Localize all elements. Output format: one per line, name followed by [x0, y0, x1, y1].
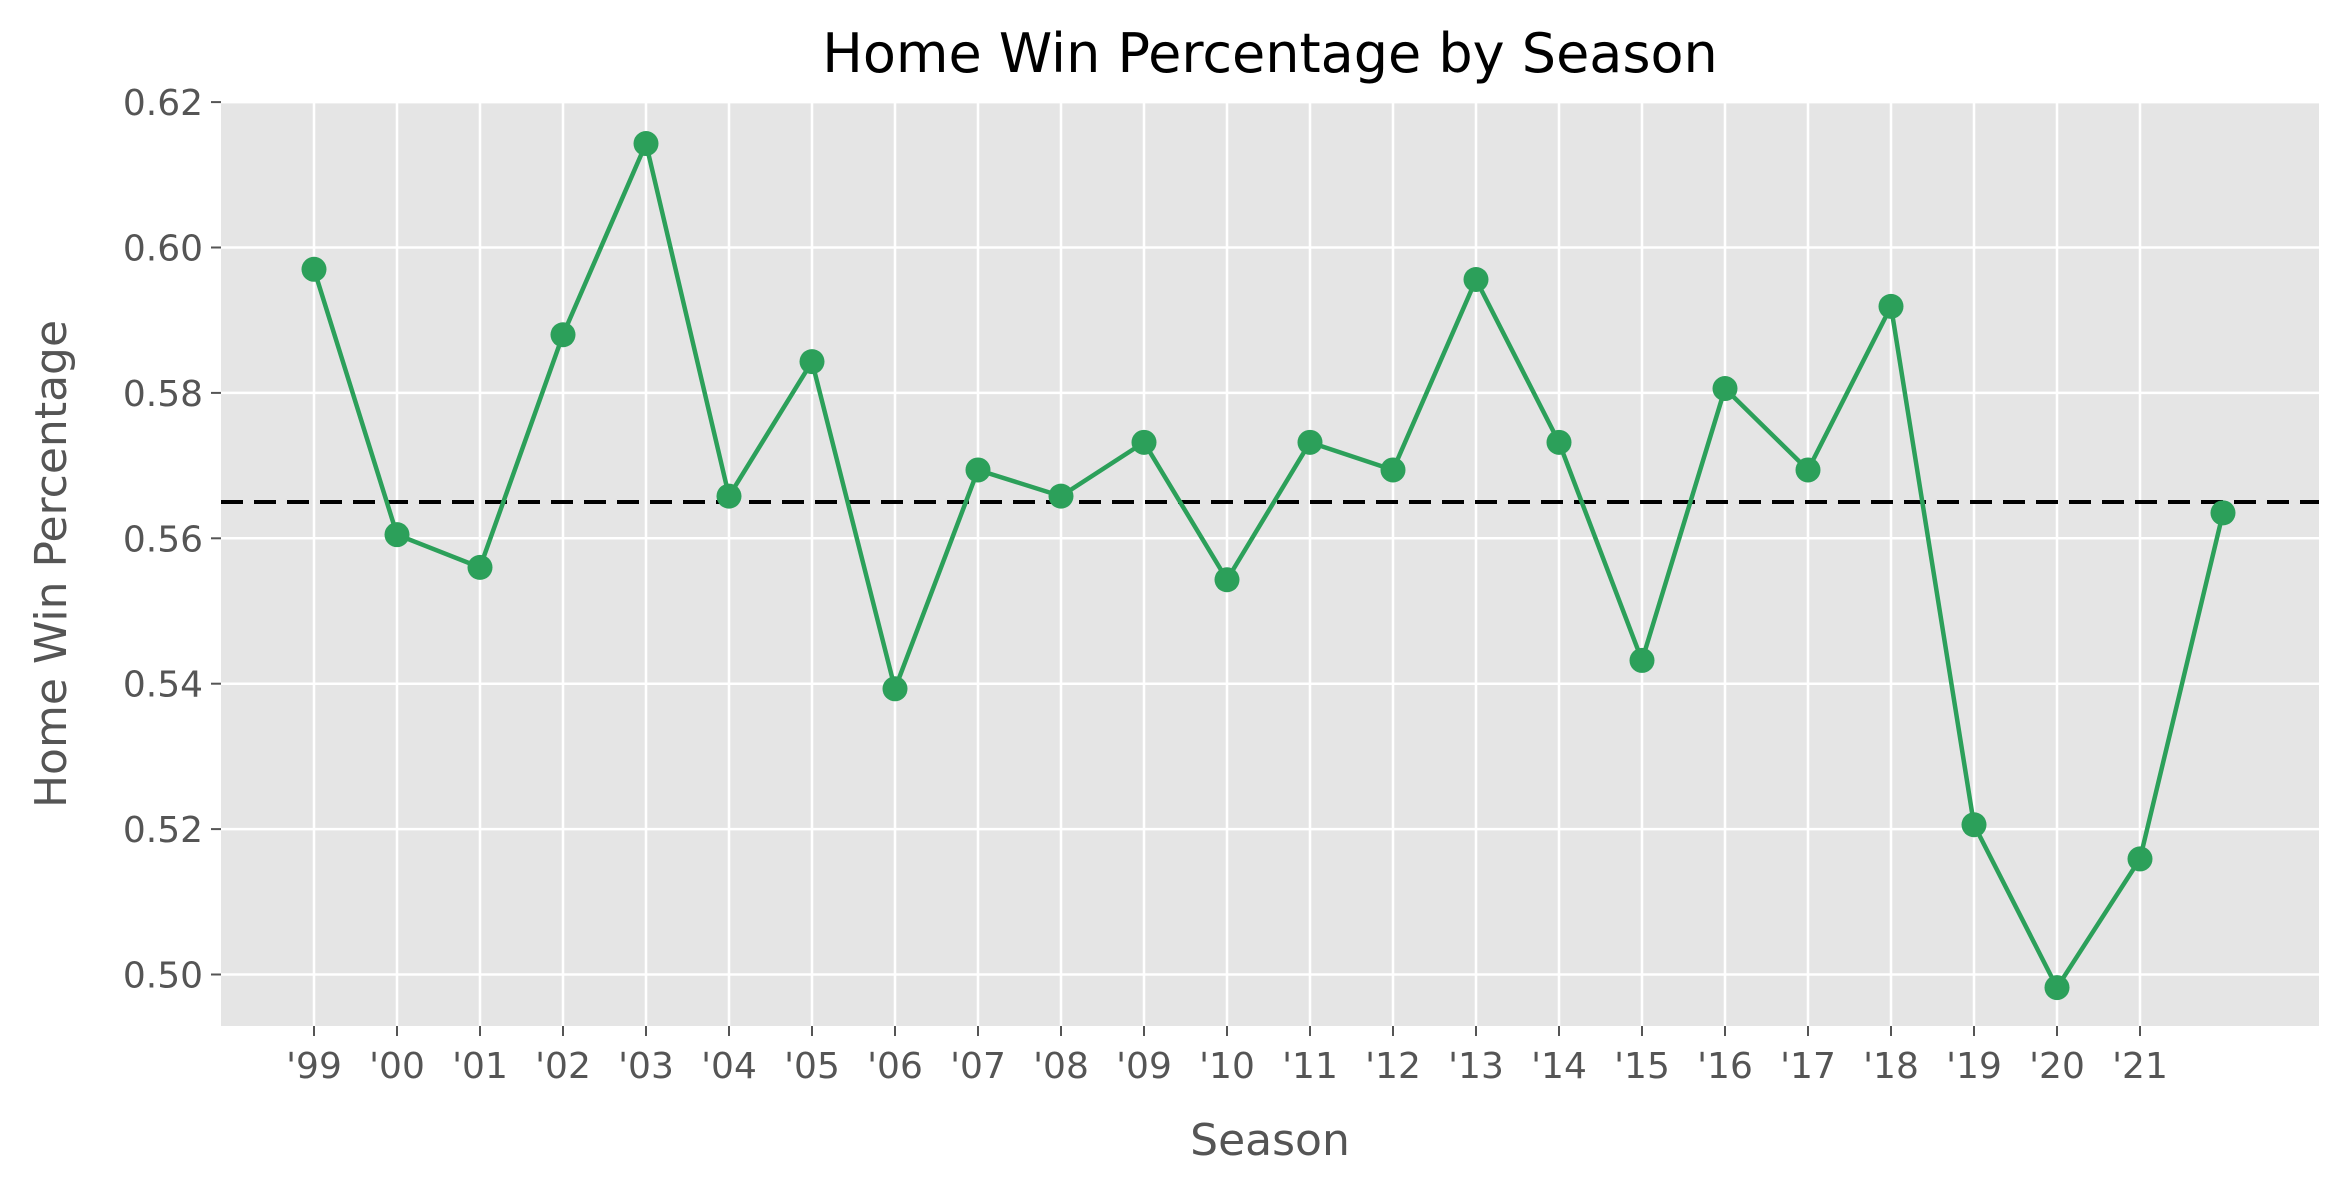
data-point — [1131, 429, 1157, 455]
y-tick-label: 0.60 — [123, 229, 203, 270]
data-point — [1214, 567, 1240, 593]
x-tick-label: '17 — [1780, 1046, 1836, 1087]
data-point — [1463, 266, 1489, 292]
ticks: '99 '00 '01 '02 '03 '04 '05 '06 '07 '08 '09 '10 '11 '… — [123, 83, 2168, 1087]
x-tick-label: '07 — [950, 1046, 1006, 1087]
x-tick-label: '02 — [535, 1046, 591, 1087]
y-tick-label: 0.62 — [123, 83, 203, 124]
chart-title: Home Win Percentage by Season — [822, 22, 1718, 85]
data-point — [2044, 975, 2070, 1001]
x-tick-label: '05 — [784, 1046, 840, 1087]
data-point — [965, 457, 991, 483]
x-tick-label: '00 — [369, 1046, 425, 1087]
series-line — [311, 141, 2226, 990]
x-tick-label: '14 — [1531, 1046, 1587, 1087]
data-point — [384, 522, 410, 548]
x-tick-label: '21 — [2112, 1046, 2168, 1087]
x-tick-label: '09 — [1116, 1046, 1172, 1087]
data-point — [882, 676, 908, 702]
grid — [221, 100, 2319, 1026]
x-tick-label: '13 — [1448, 1046, 1504, 1087]
data-point — [799, 349, 825, 375]
data-point — [1629, 647, 1655, 673]
data-point — [1961, 812, 1987, 838]
data-point — [550, 322, 576, 348]
data-point — [633, 131, 659, 157]
y-tick-label: 0.58 — [123, 374, 203, 415]
x-tick-label: '19 — [1946, 1046, 2002, 1087]
x-tick-label: '10 — [1199, 1046, 1255, 1087]
y-tick-label: 0.50 — [123, 956, 203, 997]
x-tick-label: '01 — [452, 1046, 508, 1087]
x-tick-label: '15 — [1614, 1046, 1670, 1087]
data-point — [1795, 457, 1821, 483]
data-point — [301, 256, 327, 282]
y-tick-label: 0.56 — [123, 519, 203, 560]
y-tick-label: 0.52 — [123, 810, 203, 851]
x-tick-label: '12 — [1365, 1046, 1421, 1087]
series-group — [301, 131, 2236, 1001]
x-tick-label: '20 — [2029, 1046, 2085, 1087]
data-point — [1297, 429, 1323, 455]
x-tick-label: '03 — [618, 1046, 674, 1087]
data-point — [2210, 500, 2236, 526]
data-point — [1380, 457, 1406, 483]
data-point — [467, 554, 493, 580]
data-point — [1712, 376, 1738, 402]
x-tick-label: '06 — [867, 1046, 923, 1087]
data-point — [2127, 846, 2153, 872]
x-tick-label: '04 — [701, 1046, 757, 1087]
x-tick-label: '18 — [1863, 1046, 1919, 1087]
y-tick-label: 0.54 — [123, 665, 203, 706]
x-tick-label: '11 — [1282, 1046, 1338, 1087]
data-point — [1048, 483, 1074, 509]
data-point — [1546, 429, 1572, 455]
x-tick-label: '99 — [286, 1046, 342, 1087]
x-tick-label: '16 — [1697, 1046, 1753, 1087]
y-axis-label: Home Win Percentage — [26, 320, 77, 808]
plot-background — [221, 101, 2319, 1026]
x-axis-label: Season — [1190, 1115, 1350, 1166]
x-tick-label: '08 — [1033, 1046, 1089, 1087]
data-point — [1878, 293, 1904, 319]
data-point — [716, 483, 742, 509]
